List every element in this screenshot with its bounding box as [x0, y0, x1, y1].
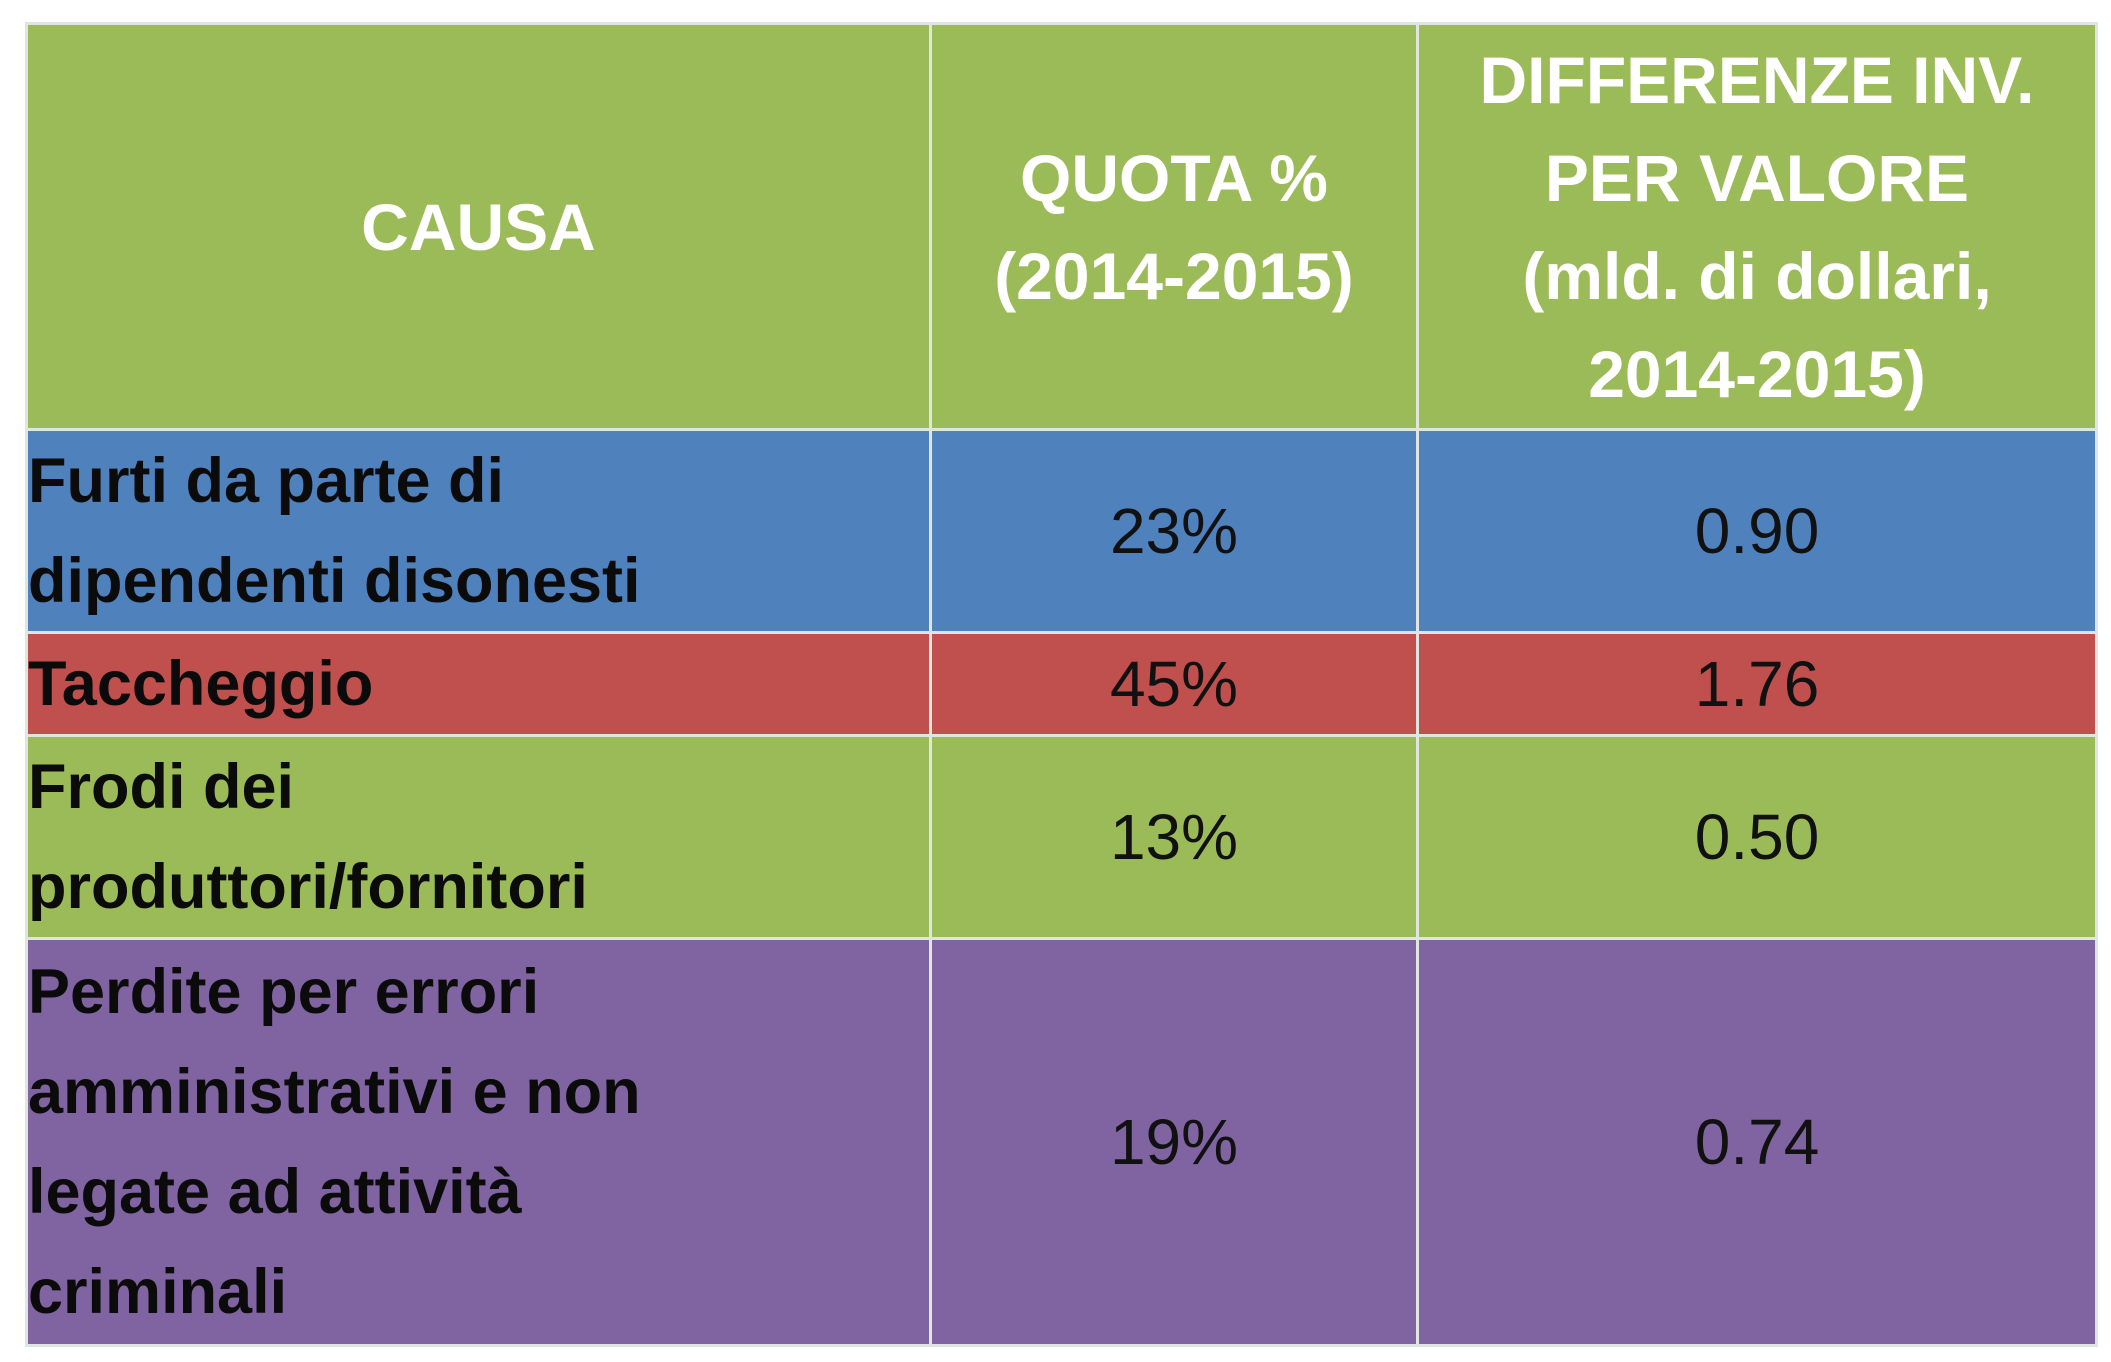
table-row-taccheggio: Taccheggio 45% 1.76	[25, 631, 2098, 737]
header-quota-text: QUOTA % (2014-2015)	[994, 129, 1354, 325]
cause-line: Taccheggio	[28, 649, 374, 719]
quota-cell: 13%	[929, 734, 1419, 940]
cause-line: criminali	[28, 1257, 288, 1327]
cause-line: amministrativi e non	[28, 1057, 641, 1127]
cause-line: produttori/fornitori	[28, 852, 588, 922]
data-table: CAUSA QUOTA % (2014-2015) DIFFERENZE INV…	[25, 22, 2098, 1347]
cause-cell: Perdite per errori amministrativi e non …	[25, 937, 932, 1347]
cause-line: legate ad attività	[28, 1157, 522, 1227]
header-diff-text: DIFFERENZE INV. PER VALORE (mld. di doll…	[1480, 31, 2035, 423]
cause-cell: Taccheggio	[25, 631, 932, 737]
diff-cell: 0.74	[1416, 937, 2098, 1347]
cause-line: Furti da parte di	[28, 446, 505, 516]
header-quota-line1: QUOTA %	[1020, 140, 1328, 215]
header-diff-line3: (mld. di dollari,	[1522, 238, 1992, 313]
diff-cell: 0.50	[1416, 734, 2098, 940]
table-row-furti: Furti da parte di dipendenti disonesti 2…	[25, 428, 2098, 634]
header-diff-line1: DIFFERENZE INV.	[1479, 42, 2035, 117]
diff-cell: 0.90	[1416, 428, 2098, 634]
header-quota: QUOTA % (2014-2015)	[929, 22, 1419, 431]
header-diff: DIFFERENZE INV. PER VALORE (mld. di doll…	[1416, 22, 2098, 431]
header-causa-text: CAUSA	[361, 189, 596, 264]
cause-line: Perdite per errori	[28, 957, 540, 1027]
header-diff-line2: PER VALORE	[1544, 140, 1970, 215]
header-quota-line2: (2014-2015)	[994, 238, 1354, 313]
cause-line: Frodi dei	[28, 752, 295, 822]
cause-cell: Frodi dei produttori/fornitori	[25, 734, 932, 940]
table-row-perdite: Perdite per errori amministrativi e non …	[25, 937, 2098, 1347]
table-frame: CAUSA QUOTA % (2014-2015) DIFFERENZE INV…	[25, 22, 2098, 1347]
quota-cell: 19%	[929, 937, 1419, 1347]
header-row: CAUSA QUOTA % (2014-2015) DIFFERENZE INV…	[25, 22, 2098, 431]
quota-cell: 45%	[929, 631, 1419, 737]
header-diff-line4: 2014-2015)	[1588, 336, 1926, 411]
quota-cell: 23%	[929, 428, 1419, 634]
table-row-frodi: Frodi dei produttori/fornitori 13% 0.50	[25, 734, 2098, 940]
cause-cell: Furti da parte di dipendenti disonesti	[25, 428, 932, 634]
cause-line: dipendenti disonesti	[28, 546, 641, 616]
diff-cell: 1.76	[1416, 631, 2098, 737]
header-causa: CAUSA	[25, 22, 932, 431]
